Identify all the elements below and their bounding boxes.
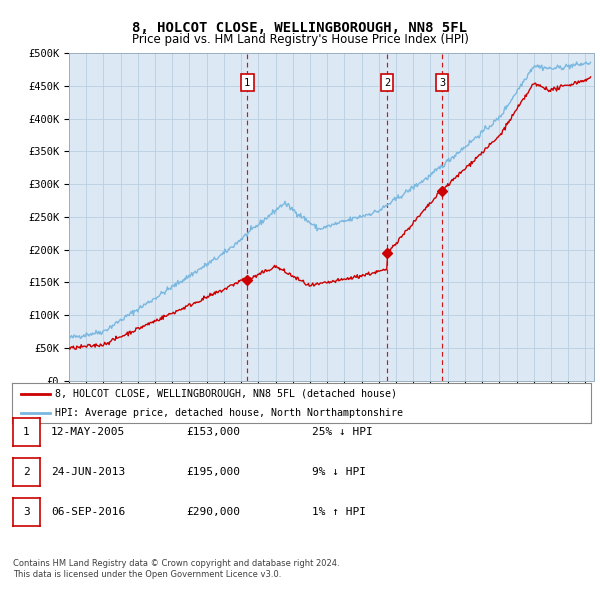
Text: 2: 2 (23, 467, 30, 477)
Text: This data is licensed under the Open Government Licence v3.0.: This data is licensed under the Open Gov… (13, 570, 281, 579)
Text: 9% ↓ HPI: 9% ↓ HPI (312, 467, 366, 477)
Text: 8, HOLCOT CLOSE, WELLINGBOROUGH, NN8 5FL (detached house): 8, HOLCOT CLOSE, WELLINGBOROUGH, NN8 5FL… (55, 389, 397, 399)
Text: HPI: Average price, detached house, North Northamptonshire: HPI: Average price, detached house, Nort… (55, 408, 403, 418)
Text: £290,000: £290,000 (186, 507, 240, 517)
Text: 1% ↑ HPI: 1% ↑ HPI (312, 507, 366, 517)
Text: 1: 1 (244, 77, 250, 87)
Text: 3: 3 (23, 507, 30, 517)
Text: 1: 1 (23, 427, 30, 437)
Text: 24-JUN-2013: 24-JUN-2013 (51, 467, 125, 477)
Text: 8, HOLCOT CLOSE, WELLINGBOROUGH, NN8 5FL: 8, HOLCOT CLOSE, WELLINGBOROUGH, NN8 5FL (133, 21, 467, 35)
Text: £153,000: £153,000 (186, 427, 240, 437)
Text: 2: 2 (384, 77, 390, 87)
Text: 12-MAY-2005: 12-MAY-2005 (51, 427, 125, 437)
Text: Contains HM Land Registry data © Crown copyright and database right 2024.: Contains HM Land Registry data © Crown c… (13, 559, 340, 568)
Text: £195,000: £195,000 (186, 467, 240, 477)
Text: 25% ↓ HPI: 25% ↓ HPI (312, 427, 373, 437)
Text: 06-SEP-2016: 06-SEP-2016 (51, 507, 125, 517)
Text: 3: 3 (439, 77, 445, 87)
Text: Price paid vs. HM Land Registry's House Price Index (HPI): Price paid vs. HM Land Registry's House … (131, 33, 469, 46)
